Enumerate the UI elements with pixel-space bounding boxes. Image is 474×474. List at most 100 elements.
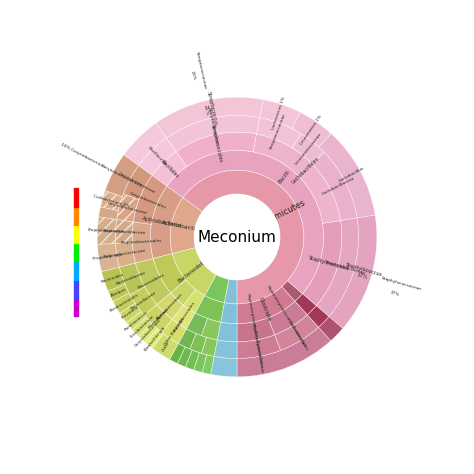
Text: Alistipes: Alistipes bbox=[110, 287, 128, 298]
Wedge shape bbox=[307, 306, 329, 327]
Wedge shape bbox=[319, 317, 343, 341]
Wedge shape bbox=[292, 112, 331, 147]
Wedge shape bbox=[156, 97, 263, 138]
Text: Lactobacillus: Lactobacillus bbox=[338, 166, 365, 183]
Wedge shape bbox=[201, 337, 218, 356]
Text: Propionibacteriaceae: Propionibacteriaceae bbox=[102, 229, 146, 235]
Text: Streptococcales: Streptococcales bbox=[210, 124, 223, 163]
Text: Staphylococcaceae: Staphylococcaceae bbox=[325, 260, 367, 276]
Wedge shape bbox=[211, 356, 237, 377]
Wedge shape bbox=[172, 305, 195, 329]
Wedge shape bbox=[166, 115, 260, 152]
Text: Corynebacteriaceae: Corynebacteriaceae bbox=[107, 201, 148, 216]
Text: Alphaproteobact.: Alphaproteobact. bbox=[156, 291, 185, 321]
Wedge shape bbox=[260, 100, 300, 128]
Text: Firmicutes: Firmicutes bbox=[264, 198, 307, 226]
Text: Flavobacteriales: Flavobacteriales bbox=[173, 301, 196, 333]
Wedge shape bbox=[183, 170, 304, 304]
Wedge shape bbox=[295, 294, 316, 315]
Wedge shape bbox=[225, 279, 237, 304]
Wedge shape bbox=[97, 217, 117, 245]
Wedge shape bbox=[237, 287, 295, 324]
Text: Chryseobacterium: Chryseobacterium bbox=[134, 318, 162, 348]
Wedge shape bbox=[97, 244, 119, 272]
Wedge shape bbox=[195, 296, 225, 322]
Wedge shape bbox=[99, 207, 118, 219]
Wedge shape bbox=[132, 318, 152, 337]
Wedge shape bbox=[178, 329, 196, 349]
Text: Prevotellaceae: Prevotellaceae bbox=[130, 291, 157, 311]
Wedge shape bbox=[194, 353, 207, 373]
Text: Meconium: Meconium bbox=[198, 229, 276, 245]
Text: Parabacteroides: Parabacteroides bbox=[109, 293, 139, 313]
Wedge shape bbox=[116, 243, 136, 267]
Wedge shape bbox=[237, 327, 331, 377]
Text: Bacillaceae: Bacillaceae bbox=[147, 146, 167, 167]
Wedge shape bbox=[167, 150, 324, 294]
Text: Leuconostocaceae: Leuconostocaceae bbox=[294, 132, 322, 166]
Wedge shape bbox=[157, 293, 183, 319]
Wedge shape bbox=[171, 280, 196, 305]
Text: Bacteroidales: Bacteroidales bbox=[138, 272, 166, 290]
Wedge shape bbox=[117, 194, 139, 222]
Wedge shape bbox=[186, 313, 208, 336]
Text: Actinobacteria: Actinobacteria bbox=[160, 220, 206, 234]
Wedge shape bbox=[101, 267, 125, 291]
Wedge shape bbox=[177, 347, 192, 367]
Text: Actinobacteria: Actinobacteria bbox=[142, 217, 182, 229]
Wedge shape bbox=[170, 344, 185, 364]
Circle shape bbox=[194, 194, 280, 280]
Text: Streptococcaceae: Streptococcaceae bbox=[269, 113, 287, 150]
Wedge shape bbox=[153, 254, 186, 293]
Text: Corynebacteriaceae: Corynebacteriaceae bbox=[118, 172, 156, 195]
Text: Bacilli: Bacilli bbox=[278, 169, 292, 184]
Text: Propionibacterium: Propionibacterium bbox=[88, 228, 125, 234]
Wedge shape bbox=[329, 215, 377, 328]
Text: Clostridia: Clostridia bbox=[258, 296, 272, 321]
Text: Cutibacterium 4%: Cutibacterium 4% bbox=[93, 194, 129, 208]
Wedge shape bbox=[221, 303, 237, 324]
Wedge shape bbox=[132, 222, 153, 263]
Wedge shape bbox=[108, 284, 129, 301]
Text: Bacteroidetes: Bacteroidetes bbox=[177, 257, 210, 284]
Wedge shape bbox=[127, 311, 146, 330]
Text: 17%: 17% bbox=[389, 291, 400, 298]
Bar bbox=[74, 298, 78, 316]
Text: Other Bacteroid.: Other Bacteroid. bbox=[164, 316, 185, 346]
Wedge shape bbox=[133, 175, 167, 225]
Wedge shape bbox=[100, 191, 122, 211]
Wedge shape bbox=[202, 355, 214, 374]
Text: Peptostreptococcales-Tissierellales: Peptostreptococcales-Tissierellales bbox=[246, 293, 264, 369]
Text: Peptostreptococcales-Tissierellales: Peptostreptococcales-Tissierellales bbox=[265, 285, 309, 352]
Wedge shape bbox=[136, 258, 171, 305]
Wedge shape bbox=[205, 274, 229, 303]
Text: Corynebacteriales: Corynebacteriales bbox=[129, 191, 167, 210]
Text: Propionibacteriales: Propionibacteriales bbox=[120, 239, 162, 245]
Wedge shape bbox=[172, 247, 217, 296]
Wedge shape bbox=[123, 165, 152, 200]
Wedge shape bbox=[302, 220, 342, 306]
Wedge shape bbox=[253, 134, 341, 223]
Text: Bacteroides: Bacteroides bbox=[101, 273, 125, 284]
Wedge shape bbox=[237, 318, 275, 342]
Text: Lactobacillaceae: Lactobacillaceae bbox=[321, 176, 356, 196]
Wedge shape bbox=[130, 287, 157, 315]
Bar bbox=[74, 243, 78, 261]
Wedge shape bbox=[176, 132, 256, 166]
Wedge shape bbox=[144, 305, 172, 333]
Wedge shape bbox=[138, 138, 176, 175]
Wedge shape bbox=[146, 329, 164, 348]
Text: 21%: 21% bbox=[189, 70, 196, 81]
Wedge shape bbox=[162, 319, 186, 344]
Wedge shape bbox=[312, 152, 357, 220]
Wedge shape bbox=[150, 186, 183, 258]
Text: Peptostreptococcaceae: Peptostreptococcaceae bbox=[251, 323, 264, 374]
Text: Bacillales: Bacillales bbox=[160, 159, 180, 179]
Wedge shape bbox=[256, 118, 301, 148]
Wedge shape bbox=[170, 198, 202, 254]
Bar bbox=[74, 261, 78, 280]
Wedge shape bbox=[115, 219, 133, 244]
Wedge shape bbox=[275, 315, 319, 350]
Wedge shape bbox=[138, 323, 157, 343]
Wedge shape bbox=[152, 152, 187, 186]
